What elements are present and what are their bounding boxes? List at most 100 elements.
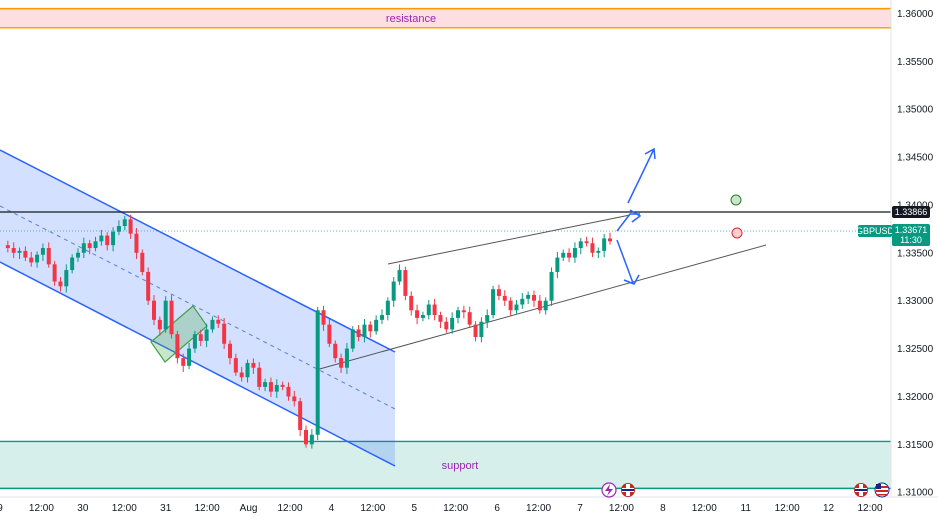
candle	[251, 358, 256, 374]
price-tick-label: 1.36000	[897, 9, 934, 20]
green-signal-dot[interactable]	[730, 194, 742, 206]
symbol-label: GBPUSD	[856, 226, 895, 236]
candle	[87, 239, 92, 255]
bullish-projection-arrow[interactable]	[616, 147, 656, 232]
bearish-projection-arrow[interactable]	[616, 239, 640, 285]
price-tick-label: 1.32000	[897, 392, 934, 403]
candle	[163, 296, 168, 333]
candle	[397, 264, 402, 285]
candle	[140, 249, 145, 276]
candle	[111, 227, 116, 252]
price-tick-label: 1.33500	[897, 248, 934, 259]
candle	[105, 232, 110, 251]
candle	[146, 267, 151, 305]
wedge-upper-line[interactable]	[387, 214, 631, 265]
uk-flag-icon[interactable]	[621, 483, 635, 497]
candle	[344, 342, 349, 374]
candle	[537, 295, 542, 314]
candle	[280, 381, 285, 391]
candle	[567, 248, 572, 262]
price-tick-label: 1.34500	[897, 153, 934, 164]
candle	[578, 237, 583, 255]
candle	[491, 285, 496, 319]
price-tick-label: 1.34000	[897, 200, 934, 211]
candle	[233, 353, 238, 376]
time-tick-label: 12:00	[29, 503, 54, 514]
candle	[286, 382, 291, 401]
us-flag-icon[interactable]	[874, 482, 890, 498]
channel-lower-line[interactable]	[0, 261, 396, 467]
candle	[602, 233, 607, 258]
candle	[198, 329, 203, 347]
level-price-text: 1.33866	[895, 207, 928, 217]
price-axis-bg	[891, 0, 938, 497]
candle	[52, 260, 57, 286]
red-signal-dot[interactable]	[731, 227, 743, 239]
candle	[35, 251, 40, 268]
price-tick-label: 1.35000	[897, 105, 934, 116]
time-tick-label: 12:00	[112, 503, 137, 514]
candle	[122, 215, 127, 231]
candle	[23, 246, 28, 261]
candle	[333, 340, 338, 363]
candle	[549, 267, 554, 306]
candle	[64, 264, 69, 293]
time-tick-label: 5	[412, 503, 418, 514]
candle	[403, 266, 408, 301]
time-tick-label: 30	[77, 503, 89, 514]
resistance-zone[interactable]	[0, 8, 891, 28]
support-zone[interactable]	[0, 441, 891, 489]
candle	[70, 254, 75, 274]
candle	[76, 248, 80, 262]
candle	[327, 318, 332, 348]
candle	[391, 277, 396, 307]
candle	[228, 340, 232, 365]
time-tick-label: 31	[160, 503, 172, 514]
candle	[339, 353, 344, 373]
candle	[116, 220, 121, 236]
candle	[298, 397, 303, 437]
candle	[572, 242, 577, 263]
candle	[40, 243, 45, 261]
candle	[169, 295, 174, 339]
price-tick-label: 1.35500	[897, 57, 934, 68]
candle	[187, 342, 192, 370]
candle	[426, 300, 431, 320]
time-tick-label: 12:00	[195, 503, 220, 514]
candle	[350, 326, 355, 352]
candle	[479, 317, 484, 343]
candle	[584, 236, 589, 247]
channel-median-line[interactable]	[0, 205, 396, 410]
candle	[438, 311, 443, 328]
candle	[309, 429, 314, 449]
time-tick-label: 12:00	[692, 503, 717, 514]
candle	[514, 300, 519, 314]
channel-upper-line[interactable]	[0, 149, 396, 353]
candle	[485, 309, 490, 328]
candle	[467, 306, 472, 328]
candle	[356, 324, 361, 342]
price-tick-label: 1.31500	[897, 440, 934, 451]
support-label: support	[442, 460, 479, 472]
candle	[81, 237, 86, 259]
time-tick-label: 12:00	[526, 503, 551, 514]
candle	[321, 305, 326, 331]
candle	[216, 315, 221, 328]
candle	[590, 237, 595, 258]
candle	[222, 318, 227, 350]
candle	[128, 214, 133, 239]
level-price-badge: 1.33866	[892, 206, 930, 218]
uk-flag-icon[interactable]	[854, 483, 868, 497]
candle	[239, 366, 244, 382]
lightning-icon[interactable]	[601, 482, 617, 498]
last-price-text: 1.33671	[895, 225, 928, 235]
candle	[508, 297, 513, 317]
candle	[245, 359, 250, 383]
candle	[555, 251, 560, 279]
time-axis-labels: 9 12:00 30 12:00 31 12:00 Aug 12:00 4 12:00 5 12:00…	[0, 503, 883, 514]
resistance-label: resistance	[386, 13, 436, 25]
time-tick-label: 4	[329, 503, 335, 514]
candle	[304, 425, 308, 448]
candle	[608, 232, 612, 245]
